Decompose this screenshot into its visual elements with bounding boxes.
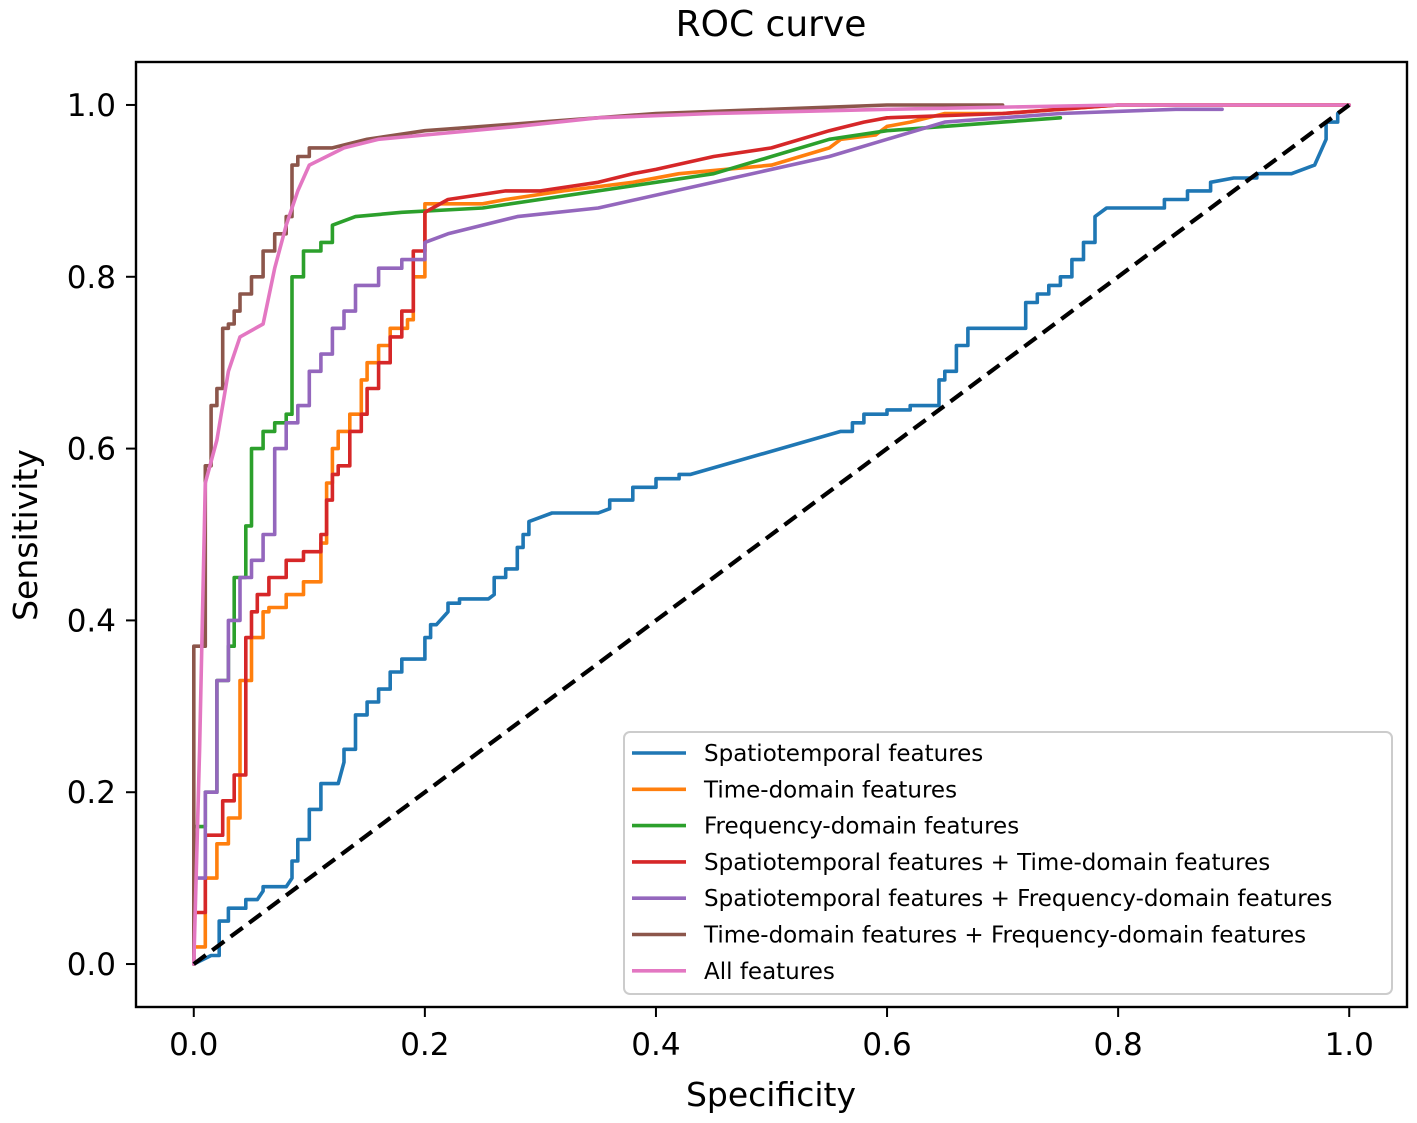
y-tick-label: 0.2 bbox=[67, 775, 116, 811]
x-tick-label: 0.0 bbox=[169, 1027, 218, 1063]
legend-label: Time-domain features + Frequency-domain … bbox=[703, 923, 1306, 949]
series-line-6 bbox=[192, 103, 1005, 966]
y-axis: 0.0 0.2 0.4 0.6 0.8 1.0 bbox=[67, 88, 136, 983]
x-tick-label: 0.2 bbox=[400, 1027, 449, 1063]
y-tick-label: 0.4 bbox=[67, 603, 116, 639]
plot-frame bbox=[134, 60, 1409, 1009]
x-axis-label: Specificity bbox=[686, 1075, 856, 1114]
series-line-7 bbox=[192, 103, 1351, 966]
legend: Spatiotemporal features Time-domain featu… bbox=[623, 731, 1393, 995]
y-tick-label: 1.0 bbox=[67, 88, 116, 124]
x-tick-label: 0.4 bbox=[631, 1027, 680, 1063]
legend-label: Spatiotemporal features + Frequency-doma… bbox=[704, 886, 1332, 912]
x-tick-label: 0.8 bbox=[1093, 1027, 1142, 1063]
series-line-4 bbox=[192, 103, 1351, 966]
legend-label: All features bbox=[704, 959, 835, 985]
legend-label: Spatiotemporal features + Time-domain fe… bbox=[704, 850, 1270, 876]
series-line-5 bbox=[192, 107, 1224, 966]
x-tick-label: 0.6 bbox=[862, 1027, 911, 1063]
x-axis: 0.0 0.2 0.4 0.6 0.8 1.0 bbox=[169, 1007, 1374, 1063]
legend-label: Spatiotemporal features bbox=[704, 741, 983, 767]
y-tick-label: 0.8 bbox=[67, 260, 116, 296]
y-axis-label: Sensitivity bbox=[6, 449, 45, 621]
legend-label: Time-domain features bbox=[703, 777, 957, 803]
y-tick-label: 0.0 bbox=[67, 947, 116, 983]
reference-diagonal-line bbox=[192, 103, 1351, 966]
chart-title: ROC curve bbox=[676, 4, 867, 45]
x-tick-label: 1.0 bbox=[1325, 1027, 1374, 1063]
series-layer bbox=[192, 103, 1351, 966]
legend-label: Frequency-domain features bbox=[704, 814, 1019, 840]
legend-box bbox=[623, 731, 1393, 995]
series-line-1 bbox=[192, 103, 1351, 966]
y-tick-label: 0.6 bbox=[67, 432, 116, 468]
